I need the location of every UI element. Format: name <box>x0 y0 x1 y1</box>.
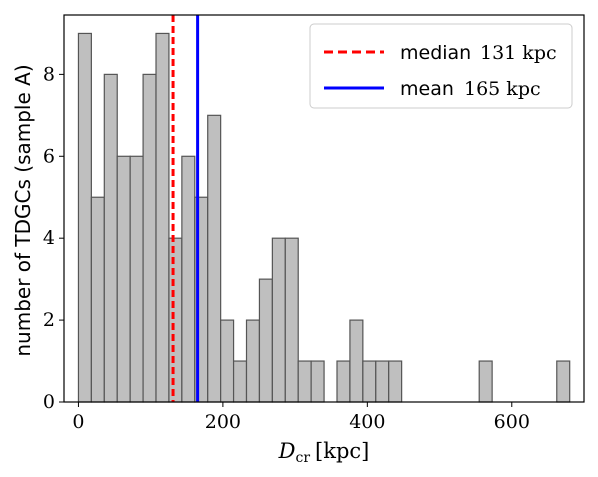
x-axis-label-sub: cr <box>295 450 310 466</box>
histogram-bar <box>220 319 235 403</box>
reference-lines <box>171 15 200 402</box>
y-tick-label: 0 <box>43 391 55 413</box>
histogram-bar <box>116 155 131 403</box>
y-axis-label: number of TDGCs (sample A) <box>11 64 35 356</box>
legend-mean-value: 165 kpc <box>464 78 541 100</box>
x-axis-label-main: D <box>278 439 296 463</box>
histogram-bar <box>556 360 571 403</box>
histogram-bar <box>375 360 390 403</box>
histogram-bar <box>336 360 351 403</box>
histogram-bar <box>232 360 248 403</box>
histogram-bar <box>245 319 261 403</box>
x-tick-label: 400 <box>349 411 385 433</box>
histogram-bar <box>168 237 183 403</box>
histogram-bar <box>349 319 364 403</box>
y-tick-label: 8 <box>43 63 55 85</box>
histogram-bar <box>310 360 325 403</box>
histogram-bar <box>388 360 403 403</box>
y-tick-label: 4 <box>43 227 55 249</box>
histogram-bar <box>90 196 105 403</box>
histogram-bar <box>142 73 157 403</box>
histogram-bar <box>103 73 118 403</box>
legend-mean-label: mean <box>400 78 454 100</box>
x-axis-label: Dcr [kpc] <box>278 439 370 466</box>
y-axis-ticks: 0 2 4 6 8 <box>43 63 64 413</box>
histogram-bar <box>271 237 286 403</box>
legend: median 131 kpc mean 165 kpc <box>309 23 573 109</box>
histogram-bars <box>77 32 571 403</box>
y-tick-label: 6 <box>43 145 55 167</box>
histogram-bar <box>478 360 493 403</box>
histogram-bar <box>362 360 377 403</box>
histogram-bar <box>77 32 92 403</box>
legend-median-value: 131 kpc <box>480 42 557 64</box>
histogram-bar <box>284 237 299 403</box>
x-axis-label-unit: [kpc] <box>315 439 369 463</box>
plot-frame <box>63 14 585 403</box>
histogram-bar <box>258 278 273 403</box>
histogram-bar <box>129 155 144 403</box>
x-tick-label: 600 <box>494 411 530 433</box>
histogram-bar <box>181 155 196 403</box>
y-tick-label: 2 <box>43 309 55 331</box>
legend-median-label: median <box>400 42 471 64</box>
x-tick-label: 0 <box>72 411 84 433</box>
x-axis-ticks: 0 200 400 600 <box>72 402 530 433</box>
x-tick-label: 200 <box>205 411 241 433</box>
histogram-bar <box>207 114 222 403</box>
histogram-bar <box>297 360 312 403</box>
histogram-bar <box>155 32 170 403</box>
